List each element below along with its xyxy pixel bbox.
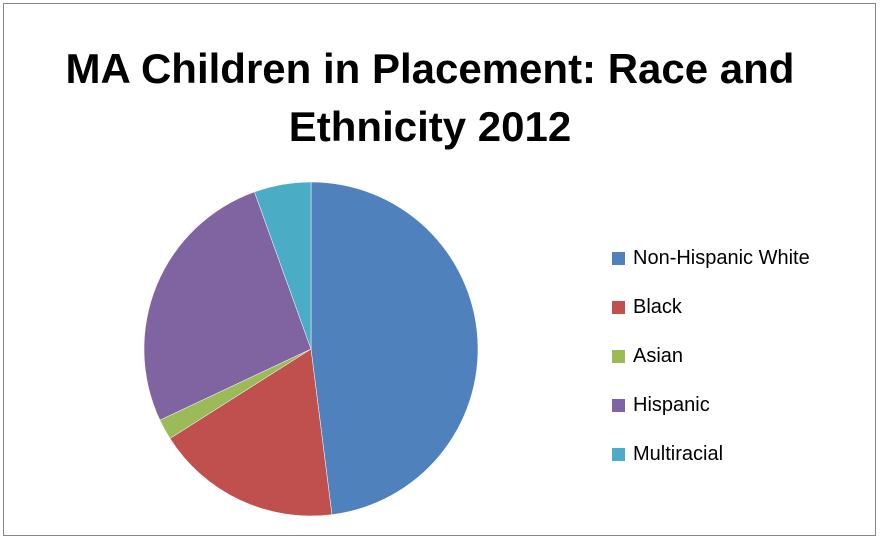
legend-item-multiracial: Multiracial [612, 430, 810, 479]
legend-label-black: Black [633, 296, 682, 318]
legend-swatch-multiracial [612, 448, 625, 461]
legend-swatch-asian [612, 350, 625, 363]
legend-label-asian: Asian [633, 345, 684, 367]
legend-item-non-hispanic-white: Non-Hispanic White [612, 234, 810, 283]
pie-slice-multiracial [254, 181, 312, 350]
legend-item-black: Black [612, 283, 810, 332]
pie-slice-black [169, 348, 333, 517]
legend-swatch-non-hispanic-white [612, 252, 625, 265]
legend-swatch-hispanic [612, 399, 625, 412]
legend: Non-Hispanic White Black Asian Hispanic Mult… [612, 234, 810, 479]
legend-label-multiracial: Multiracial [633, 443, 724, 465]
pie-slice-non-hispanic-white [310, 181, 479, 515]
legend-label-non-hispanic-white: Non-Hispanic White [633, 247, 810, 269]
legend-item-hispanic: Hispanic [612, 381, 810, 430]
legend-label-hispanic: Hispanic [633, 394, 710, 416]
chart-title: MA Children in Placement: Race and Ethni… [65, 45, 795, 150]
pie-slice-hispanic [143, 191, 312, 421]
legend-swatch-black [612, 301, 625, 314]
legend-item-asian: Asian [612, 332, 810, 381]
